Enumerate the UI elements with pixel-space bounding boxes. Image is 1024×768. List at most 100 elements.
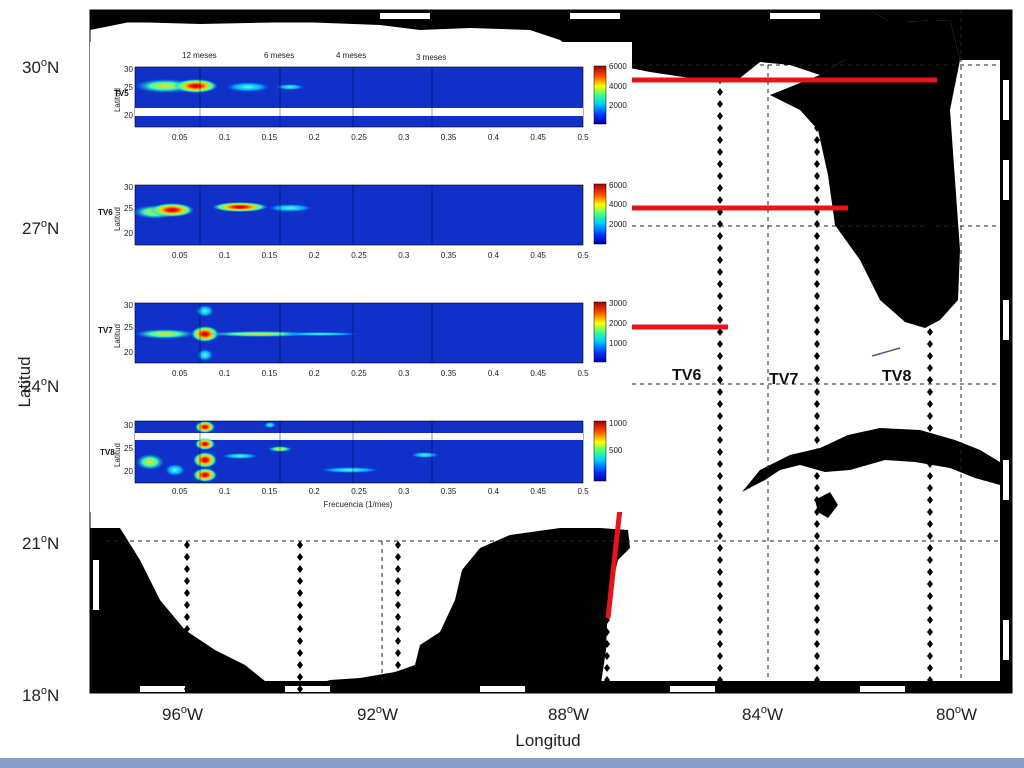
transect-marker — [814, 292, 820, 300]
transect-marker — [927, 508, 933, 516]
transect-marker — [927, 676, 933, 684]
transect-marker — [604, 652, 610, 660]
transect-marker — [184, 553, 190, 561]
transect-marker — [717, 412, 723, 420]
transect-marker — [927, 220, 933, 228]
transect-marker — [927, 424, 933, 432]
transect-marker — [604, 676, 610, 684]
transect-marker — [297, 649, 303, 657]
transect-lines — [184, 16, 933, 693]
panel-ylabel-tv8: Latitud — [113, 443, 122, 467]
spectrum-xtick-label: 0.45 — [530, 251, 546, 260]
transect-marker — [927, 136, 933, 144]
spectrum-xtick-label: 0.25 — [351, 251, 367, 260]
transect-marker — [717, 568, 723, 576]
transect-marker — [717, 184, 723, 192]
transect-marker — [297, 613, 303, 621]
transect-marker — [717, 388, 723, 396]
transect-marker — [717, 496, 723, 504]
transect-marker — [395, 577, 401, 585]
transect-marker — [814, 460, 820, 468]
spectrum-xtick-label: 0.1 — [219, 369, 231, 378]
transect-marker — [717, 88, 723, 96]
cbar-tv6-2000: 2000 — [609, 220, 627, 229]
panel-ylabel-tv5: Latitud — [113, 88, 122, 112]
spectrum-xtick-label: 0.25 — [351, 133, 367, 142]
land-mexico — [90, 528, 630, 693]
transect-marker — [395, 661, 401, 669]
transect-marker — [717, 376, 723, 384]
spectrum-xtick-label: 0.35 — [441, 251, 457, 260]
transect-marker — [814, 124, 820, 132]
transect-marker — [927, 100, 933, 108]
panel-ytick-tv8-30: 30 — [124, 421, 133, 430]
transect-marker — [717, 112, 723, 120]
lon-tick-80: 80oW — [936, 704, 977, 724]
transect-marker — [717, 256, 723, 264]
spectra-inset: 12 meses 6 meses 4 meses 3 meses TV5 30 … — [90, 42, 632, 512]
transect-marker — [927, 556, 933, 564]
transect-marker — [927, 592, 933, 600]
transect-marker — [927, 652, 933, 660]
transect-marker — [814, 160, 820, 168]
transect-marker — [717, 520, 723, 528]
transect-marker — [927, 496, 933, 504]
transect-marker — [717, 340, 723, 348]
transect-marker — [297, 601, 303, 609]
spectrum-xtick-label: 0.15 — [262, 487, 278, 496]
transect-marker — [927, 580, 933, 588]
spectrum-xtick-label: 0.1 — [219, 251, 231, 260]
transect-marker — [814, 148, 820, 156]
transect-marker — [717, 676, 723, 684]
transect-marker — [297, 685, 303, 693]
transect-marker — [395, 601, 401, 609]
transect-marker — [297, 541, 303, 549]
transect-marker — [717, 316, 723, 324]
lon-tick-96: 96oW — [162, 704, 203, 724]
panel-ytick-tv6-25: 25 — [124, 204, 133, 213]
spectrum-xtick-label: 0.5 — [577, 251, 589, 260]
transect-marker — [814, 436, 820, 444]
transect-marker — [395, 565, 401, 573]
panel-name-tv8: TV8 — [100, 448, 115, 457]
transect-marker — [717, 304, 723, 312]
spectrum-xtick-label: 0.05 — [172, 369, 188, 378]
transect-marker — [297, 661, 303, 669]
spectrum-xtick-label: 0.45 — [530, 369, 546, 378]
transect-marker — [604, 640, 610, 648]
cbar-tv8-500: 500 — [609, 446, 623, 455]
cbar-tv7-3000: 3000 — [609, 299, 627, 308]
transect-marker — [717, 460, 723, 468]
spectrum-xtick-label: 0.1 — [219, 487, 231, 496]
spectrum-xtick-label: 0.35 — [441, 133, 457, 142]
transect-marker — [297, 577, 303, 585]
cbar-tv5-6000: 6000 — [609, 62, 627, 71]
transect-marker — [717, 124, 723, 132]
transect-marker — [814, 232, 820, 240]
transect-marker — [927, 520, 933, 528]
transect-marker — [717, 580, 723, 588]
transect-marker — [297, 589, 303, 597]
frame-ticks — [89, 9, 1013, 693]
cbar-tv7-1000: 1000 — [609, 339, 627, 348]
transect-marker — [814, 136, 820, 144]
transect-marker — [927, 328, 933, 336]
transect-marker — [717, 196, 723, 204]
panel-ytick-tv8-20: 20 — [124, 467, 133, 476]
period-label-12: 12 meses — [182, 51, 217, 60]
transect-marker — [814, 592, 820, 600]
transect-marker — [814, 412, 820, 420]
transect-marker — [297, 565, 303, 573]
spectrum-xtick-label: 0.4 — [488, 133, 500, 142]
spectrum-xtick-label: 0.35 — [441, 487, 457, 496]
spectrum-xtick-label: 0.4 — [488, 369, 500, 378]
transect-marker — [927, 256, 933, 264]
transect-marker — [814, 172, 820, 180]
transect-marker — [814, 496, 820, 504]
transect-marker — [814, 652, 820, 660]
transect-marker — [814, 556, 820, 564]
transect-marker — [184, 577, 190, 585]
transect-marker — [927, 280, 933, 288]
transect-marker — [184, 625, 190, 633]
transect-marker — [717, 544, 723, 552]
